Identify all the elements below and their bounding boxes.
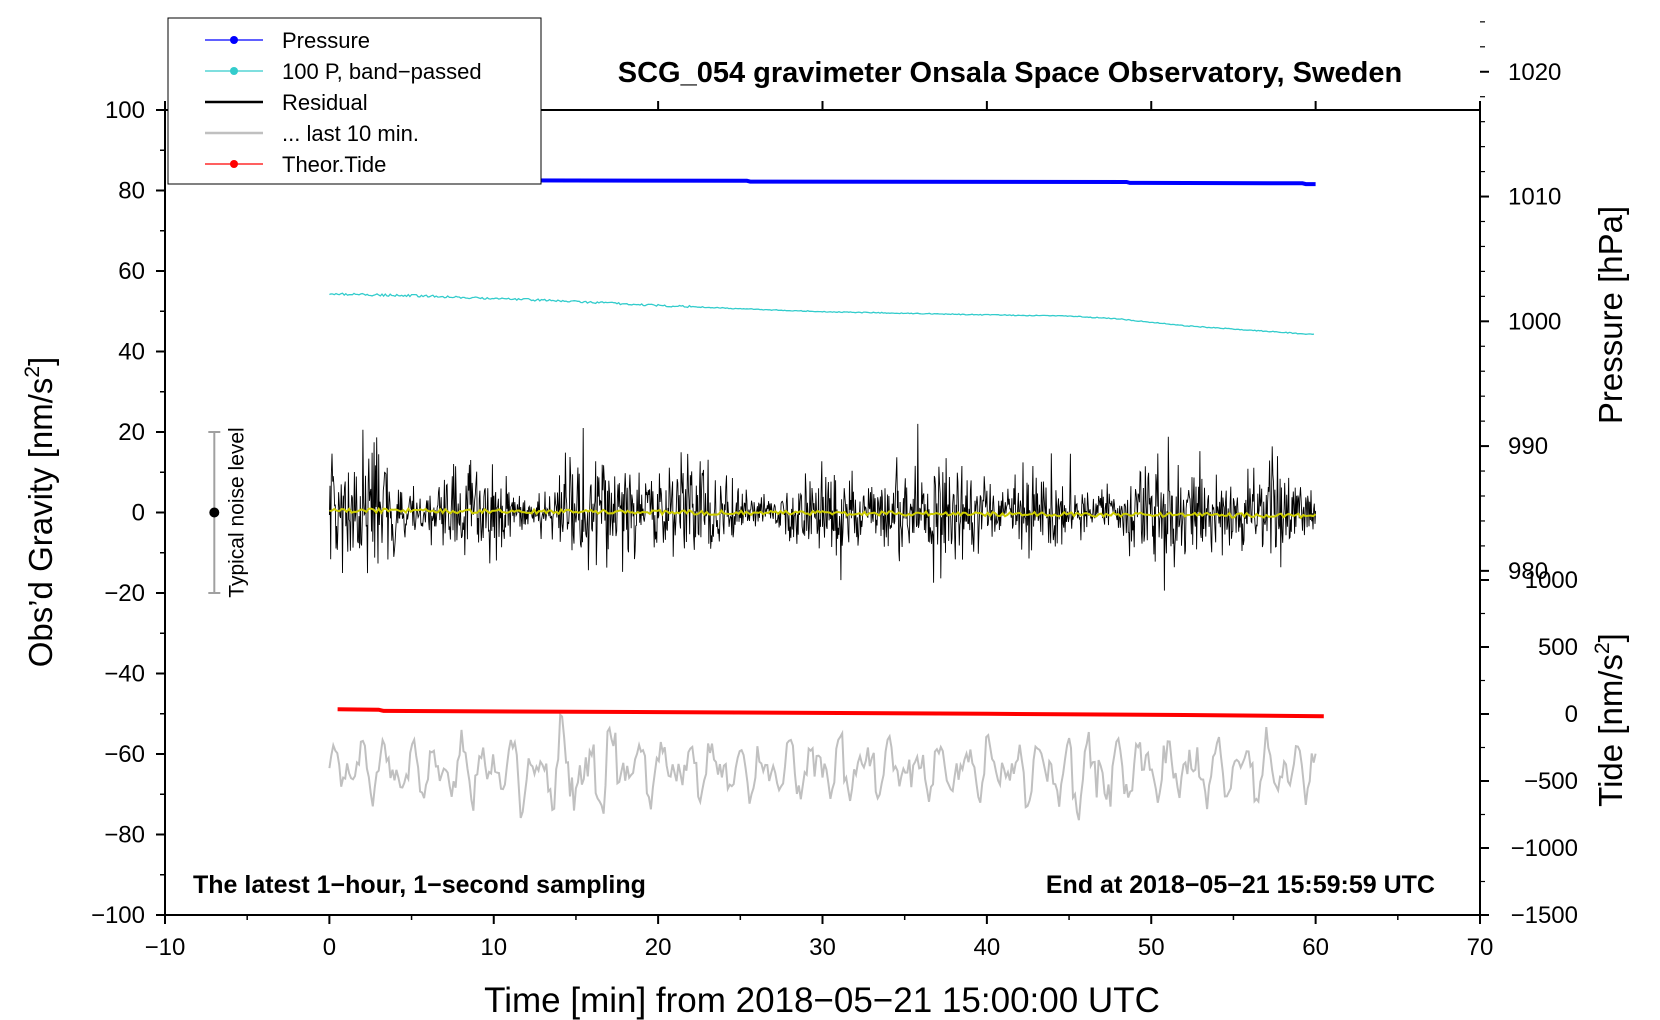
y-label-tide-close: ] bbox=[1592, 633, 1629, 642]
x-tick-label: 0 bbox=[323, 934, 336, 961]
pressure-tick-label: 1000 bbox=[1508, 308, 1561, 335]
series-line-pressure-bandpassed bbox=[329, 292, 1315, 335]
x-tick-label: 10 bbox=[480, 934, 507, 961]
x-tick-label: 50 bbox=[1138, 934, 1165, 961]
pressure-tick-label: 1020 bbox=[1508, 59, 1561, 86]
series-layer bbox=[328, 178, 1324, 821]
y-tick-label: −20 bbox=[104, 580, 145, 607]
legend-swatch-dot bbox=[230, 67, 238, 75]
tide-tick-label: −500 bbox=[1524, 768, 1578, 795]
y-axis-label-pressure: Pressure [hPa] bbox=[1592, 206, 1629, 424]
tide-tick-label: 500 bbox=[1538, 634, 1578, 661]
y-tick-label: 60 bbox=[118, 258, 145, 285]
chart-title: SCG_054 gravimeter Onsala Space Observat… bbox=[618, 57, 1402, 89]
y-label-tide-text: Tide [nm/s bbox=[1592, 654, 1629, 807]
pressure-tick-label: 1010 bbox=[1508, 184, 1561, 211]
x-tick-label: −10 bbox=[145, 934, 186, 961]
x-tick-label: 70 bbox=[1467, 934, 1494, 961]
x-tick-label: 20 bbox=[645, 934, 672, 961]
pressure-tick-label: 980 bbox=[1508, 558, 1548, 585]
y-label-gravity-close: ] bbox=[22, 357, 59, 366]
legend-label: ... last 10 min. bbox=[282, 121, 419, 146]
y-tick-label: 20 bbox=[118, 419, 145, 446]
series-line-smoothed-residual bbox=[329, 506, 1317, 520]
y-axis-label-gravity: Obs’d Gravity [nm/s2] bbox=[21, 357, 59, 668]
legend-swatch-dot bbox=[230, 36, 238, 44]
annotation-end-time: End at 2018−05−21 15:59:59 UTC bbox=[1046, 871, 1435, 899]
y-axis-label-tide: Tide [nm/s2] bbox=[1591, 633, 1629, 807]
y-axis-tide: 1000 500 0 −500 −1000 −1500 bbox=[1480, 567, 1578, 929]
x-tick-label: 60 bbox=[1302, 934, 1329, 961]
noise-level-indicator: Typical noise level bbox=[208, 427, 248, 598]
x-tick-label: 30 bbox=[809, 934, 836, 961]
x-axis: −10 0 10 20 30 40 50 60 70 bbox=[145, 101, 1494, 961]
legend-label: Residual bbox=[282, 90, 368, 115]
legend: Pressure 100 P, band−passed Residual ... la… bbox=[167, 17, 542, 185]
pressure-tick-label: 990 bbox=[1508, 433, 1548, 460]
legend-label: 100 P, band−passed bbox=[282, 59, 482, 84]
y-label-gravity-sup: 2 bbox=[21, 366, 44, 378]
series-line-pressure bbox=[329, 178, 1316, 187]
noise-level-center-dot bbox=[209, 507, 220, 518]
y-axis-pressure: 9809901000101010201030 bbox=[1480, 21, 1561, 585]
tide-tick-label: −1000 bbox=[1511, 835, 1578, 862]
y-label-gravity-text: Obs’d Gravity [nm/s bbox=[22, 378, 59, 668]
series-line-last-10-min bbox=[328, 712, 1317, 821]
y-tick-label: 100 bbox=[105, 97, 145, 124]
legend-label: Pressure bbox=[282, 28, 370, 53]
y-axis-gravity: −100 −80 −60 −40 −20 0 20 40 60 80 100 bbox=[91, 97, 165, 929]
y-tick-label: −60 bbox=[104, 741, 145, 768]
y-tick-label: −80 bbox=[104, 822, 145, 849]
x-tick-label: 40 bbox=[974, 934, 1001, 961]
y-tick-label: 0 bbox=[132, 500, 145, 527]
y-label-tide-sup: 2 bbox=[1591, 642, 1614, 654]
x-axis-label: Time [min] from 2018−05−21 15:00:00 UTC bbox=[484, 981, 1160, 1020]
y-tick-label: −100 bbox=[91, 902, 145, 929]
legend-box bbox=[167, 17, 542, 185]
series-line-residual bbox=[328, 423, 1317, 591]
noise-level-label: Typical noise level bbox=[225, 427, 248, 597]
y-tick-label: −40 bbox=[104, 661, 145, 688]
series-line-theor-tide bbox=[337, 707, 1324, 719]
y-tick-label: 40 bbox=[118, 339, 145, 366]
legend-swatch-dot bbox=[230, 160, 238, 168]
tide-tick-label: −1500 bbox=[1511, 902, 1578, 929]
y-tick-label: 80 bbox=[118, 178, 145, 205]
tide-tick-label: 0 bbox=[1565, 701, 1578, 728]
tide-tick-label: 1000 bbox=[1525, 567, 1578, 594]
legend-label: Theor.Tide bbox=[282, 152, 386, 177]
annotation-sampling: The latest 1−hour, 1−second sampling bbox=[193, 871, 646, 899]
